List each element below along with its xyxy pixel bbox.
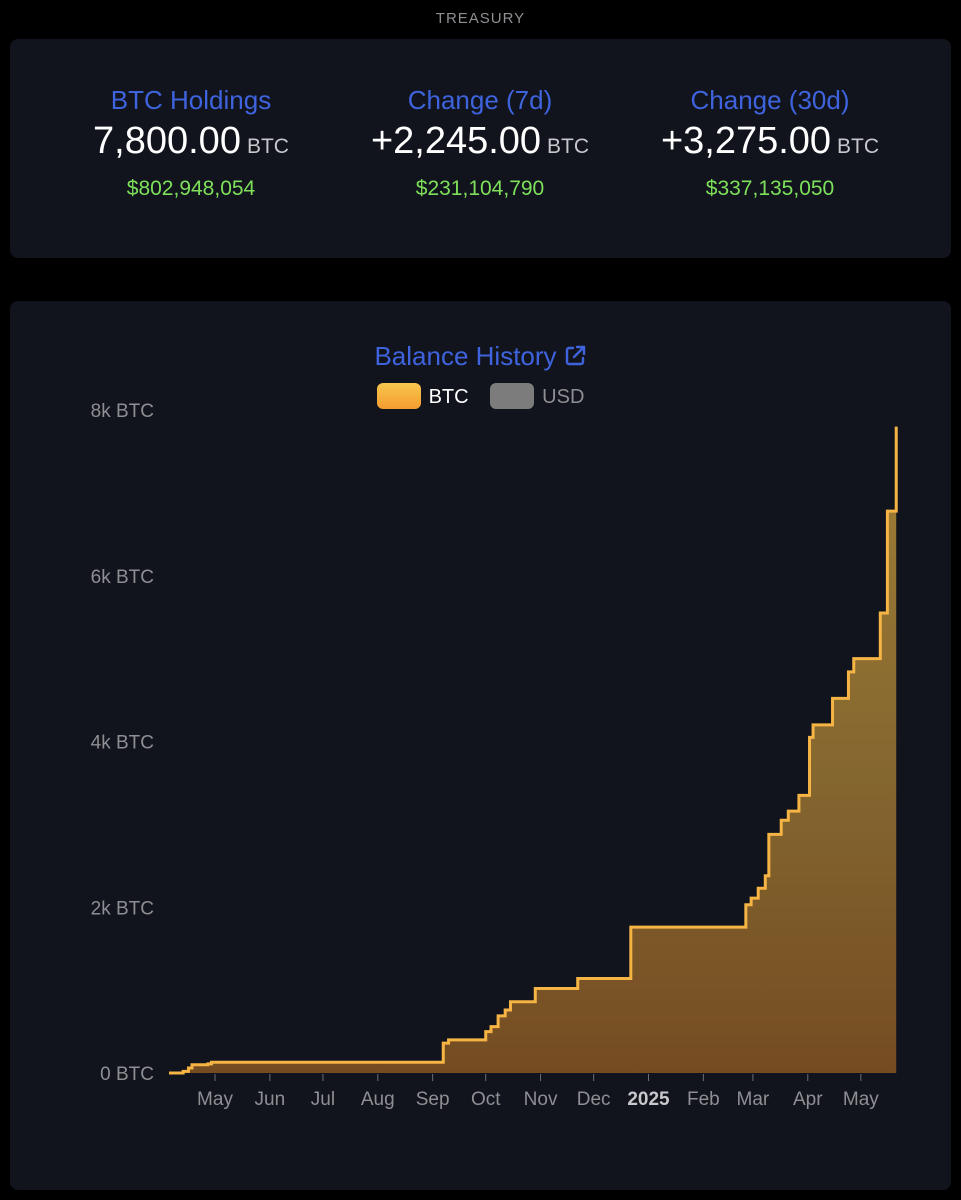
chart-legend: BTC USD [10, 383, 951, 410]
page-title: TREASURY [435, 10, 526, 27]
x-tick-label: May [197, 1089, 233, 1110]
y-tick-label: 6k BTC [91, 567, 154, 588]
chart-title-row: Balance History [10, 339, 951, 381]
external-link-icon[interactable] [563, 344, 587, 381]
stat-value: +2,245.00 [370, 120, 542, 162]
x-tick-label: Apr [793, 1089, 823, 1110]
stat-unit: BTC [837, 135, 880, 158]
stat-value: +3,275.00 [660, 120, 832, 162]
x-tick-label: Oct [471, 1089, 501, 1110]
x-tick-label: Feb [687, 1089, 720, 1110]
stat-btc-holdings: BTC Holdings 7,800.00 BTC $802,948,054 [31, 83, 351, 205]
y-tick-label: 4k BTC [91, 733, 154, 754]
x-tick-label: Aug [361, 1089, 395, 1110]
stats-card: BTC Holdings 7,800.00 BTC $802,948,054 Ch… [10, 39, 951, 258]
balance-history-chart: 0 BTC 2k BTC 4k BTC 6k BTC 8k BTC May Jun Jul Au… [91, 401, 898, 1110]
y-tick-label: 8k BTC [91, 401, 154, 422]
legend-item-usd[interactable]: USD [490, 383, 584, 410]
btc-area-fill [169, 426, 897, 1073]
stat-value: 7,800.00 [93, 120, 241, 162]
stat-value-row: +3,275.00 BTC [610, 119, 930, 171]
legend-swatch-usd [490, 383, 535, 409]
y-tick-label: 0 BTC [100, 1064, 154, 1085]
stat-usd-value: $337,135,050 [705, 177, 835, 200]
stat-unit: BTC [547, 135, 590, 158]
stat-change-30d: Change (30d) +3,275.00 BTC $337,135,050 [610, 83, 930, 205]
x-tick-label: Jun [255, 1089, 286, 1110]
stat-title: Change (7d) [407, 85, 553, 115]
chart-title[interactable]: Balance History [374, 341, 557, 371]
stat-value-row: +2,245.00 BTC [320, 119, 640, 171]
balance-history-card: Balance History BTC USD 0 BTC 2k BTC 4k BT… [10, 301, 951, 1190]
x-tick-label: 2025 [627, 1089, 670, 1110]
legend-label: USD [542, 386, 585, 408]
legend-label: BTC [428, 386, 469, 408]
y-tick-label: 2k BTC [91, 898, 154, 919]
x-tick-label: May [843, 1089, 879, 1110]
legend-item-btc[interactable]: BTC [376, 383, 469, 410]
x-tick-label: Nov [524, 1089, 558, 1110]
x-tick-label: Sep [416, 1089, 450, 1110]
x-tick-label: Jul [311, 1089, 335, 1110]
stat-usd-value: $802,948,054 [126, 177, 256, 200]
stat-title: BTC Holdings [110, 85, 272, 115]
stat-title: Change (30d) [690, 85, 850, 115]
stat-unit: BTC [246, 135, 289, 158]
stat-usd-value: $231,104,790 [415, 177, 545, 200]
legend-swatch-btc [376, 383, 421, 409]
btc-series-line [169, 426, 898, 1075]
x-tick-label: Mar [737, 1089, 770, 1110]
stat-value-row: 7,800.00 BTC [31, 119, 351, 171]
x-tick-label: Dec [577, 1089, 611, 1110]
stat-change-7d: Change (7d) +2,245.00 BTC $231,104,790 [320, 83, 640, 205]
